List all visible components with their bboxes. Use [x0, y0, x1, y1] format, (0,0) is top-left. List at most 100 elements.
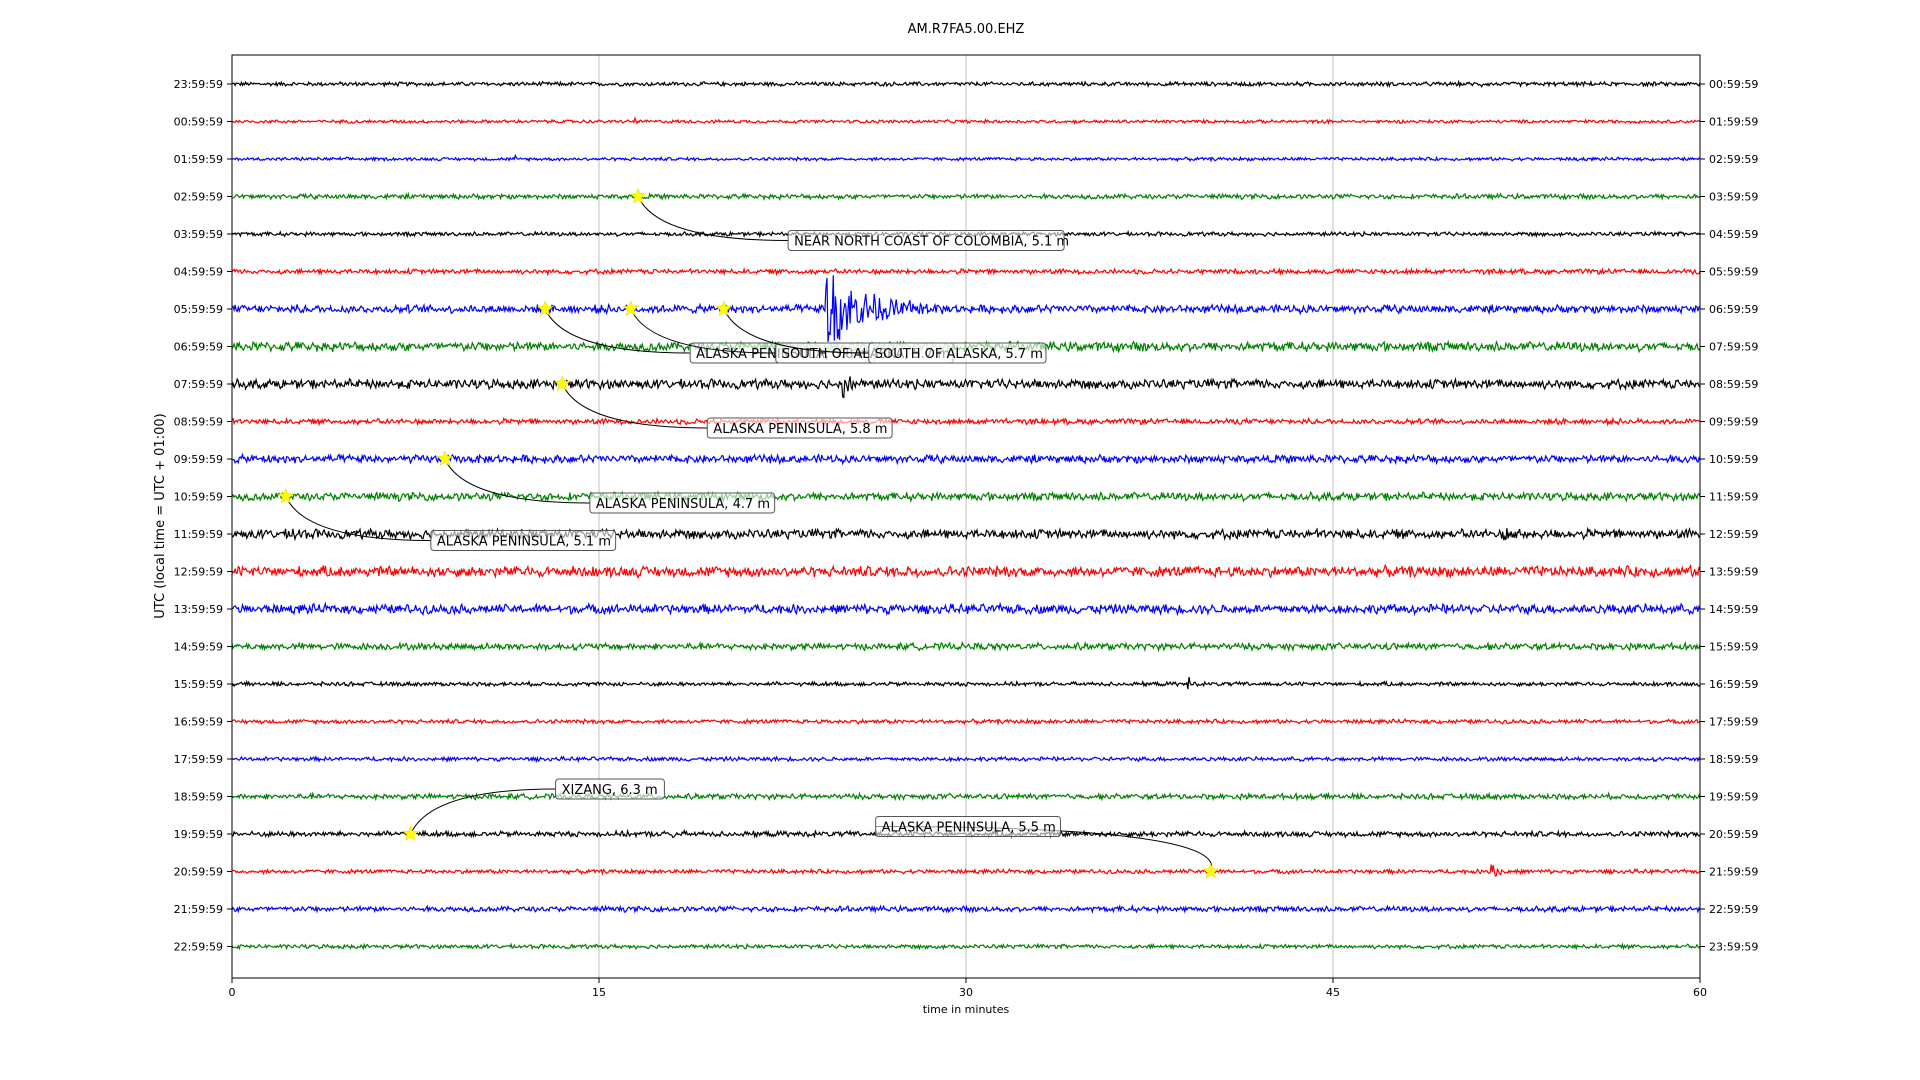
trace-row	[231, 640, 1701, 653]
x-tick-label: 60	[1693, 986, 1707, 999]
trace-row	[231, 942, 1701, 951]
event-connector	[630, 308, 776, 354]
y-tick-label-left: 19:59:59	[174, 828, 223, 841]
y-tick-label-right: 17:59:59	[1709, 716, 1758, 729]
trace-row	[231, 676, 1701, 690]
y-tick-label-left: 07:59:59	[174, 378, 223, 391]
event-label: ALASKA PENINSULA, 4.7 m	[596, 497, 770, 512]
y-tick-label-right: 08:59:59	[1709, 378, 1758, 391]
event-connector	[410, 788, 556, 835]
event-label: NEAR NORTH COAST OF COLOMBIA, 5.1 m	[794, 235, 1069, 250]
trace-row	[231, 275, 1701, 342]
event-connector	[723, 308, 869, 354]
y-tick-label-right: 15:59:59	[1709, 641, 1758, 654]
event-label-box	[706, 417, 893, 439]
x-tick-label: 30	[959, 986, 973, 999]
y-tick-label-right: 19:59:59	[1709, 791, 1758, 804]
event-connector	[285, 496, 431, 541]
x-axis-label: time in minutes	[923, 1003, 1010, 1016]
y-tick-label-right: 13:59:59	[1709, 566, 1758, 579]
event-label-box	[589, 492, 776, 514]
y-tick-label-left: 14:59:59	[174, 641, 223, 654]
plot-frame	[231, 54, 1701, 979]
y-tick-label-left: 01:59:59	[174, 153, 223, 166]
event-annotation: ALASKA PENINSULA, 5.1 m	[277, 487, 617, 551]
trace-row	[232, 191, 1701, 201]
trace-row	[231, 754, 1701, 764]
axis-ticks: 0 15 30 45 60 23:59:59 00:59:59 00:59:59 01:59:5…	[174, 78, 1759, 999]
y-tick-label-right: 00:59:59	[1709, 78, 1758, 91]
event-label: ALASKA PENINSULA, 5.8 m	[713, 422, 887, 437]
trace-row	[231, 489, 1701, 504]
y-tick-label-right: 14:59:59	[1709, 603, 1758, 616]
x-tick-label: 45	[1326, 986, 1340, 999]
trace-row	[231, 864, 1701, 877]
y-tick-label-right: 05:59:59	[1709, 266, 1758, 279]
event-connector	[561, 383, 708, 429]
event-connector	[544, 308, 691, 354]
y-tick-label-left: 00:59:59	[174, 116, 223, 129]
trace-row	[231, 376, 1701, 399]
event-connector	[637, 196, 789, 241]
y-tick-label-left: 12:59:59	[174, 566, 223, 579]
event-annotation: SOUTH OF ALASKA, 5.7 m	[715, 300, 1047, 364]
event-connector	[444, 458, 590, 504]
y-tick-label-left: 05:59:59	[174, 303, 223, 316]
y-tick-label-right: 16:59:59	[1709, 678, 1758, 691]
event-annotation: ALASKA PENINSULA, 4.7 m	[436, 450, 776, 514]
y-tick-label-right: 07:59:59	[1709, 341, 1758, 354]
y-tick-label-right: 06:59:59	[1709, 303, 1758, 316]
trace-row	[231, 153, 1701, 163]
event-annotation: XIZANG, 6.3 m	[402, 778, 665, 842]
y-tick-label-left: 03:59:59	[174, 228, 223, 241]
y-tick-label-right: 01:59:59	[1709, 116, 1758, 129]
event-annotations: NEAR NORTH COAST OF COLOMBIA, 5.1 m ALASK…	[277, 187, 1219, 879]
trace-row	[231, 416, 1701, 427]
seismogram-traces	[231, 79, 1701, 951]
y-tick-label-right: 20:59:59	[1709, 828, 1758, 841]
y-tick-label-right: 12:59:59	[1709, 528, 1758, 541]
event-star-marker	[715, 300, 733, 317]
y-tick-label-left: 17:59:59	[174, 753, 223, 766]
trace-row	[231, 717, 1701, 726]
event-annotation: ALASKA PENINSULA, 5.5 m	[875, 816, 1219, 879]
y-tick-label-left: 16:59:59	[174, 716, 223, 729]
event-label: ALASKA PENINSULA, 5.1 m	[437, 535, 611, 550]
trace-row	[231, 116, 1701, 125]
event-star-marker	[554, 375, 571, 392]
y-tick-label-right: 22:59:59	[1709, 903, 1758, 916]
trace-row	[231, 79, 1701, 89]
trace-row	[231, 266, 1701, 277]
y-tick-label-right: 11:59:59	[1709, 491, 1758, 504]
y-tick-label-left: 02:59:59	[174, 191, 223, 204]
trace-row	[231, 601, 1701, 617]
event-star-marker	[622, 300, 640, 317]
event-star-marker	[536, 300, 554, 317]
y-tick-label-left: 11:59:59	[174, 528, 223, 541]
y-tick-label-left: 10:59:59	[174, 491, 223, 504]
y-axis-label: UTC (local time = UTC + 01:00)	[153, 413, 168, 618]
x-tick-label: 0	[229, 986, 236, 999]
chart-title: AM.R7FA5.00.EHZ	[908, 22, 1025, 37]
event-label: SOUTH OF ALASKA, 5.7 m	[875, 347, 1043, 362]
event-star-marker	[277, 487, 295, 504]
y-tick-label-left: 09:59:59	[174, 453, 223, 466]
y-tick-label-left: 22:59:59	[174, 941, 223, 954]
x-tick-label: 15	[592, 986, 606, 999]
y-tick-label-left: 20:59:59	[174, 866, 223, 879]
y-tick-label-right: 02:59:59	[1709, 153, 1758, 166]
y-tick-label-right: 18:59:59	[1709, 753, 1758, 766]
event-star-marker	[629, 187, 647, 204]
event-annotation: NEAR NORTH COAST OF COLOMBIA, 5.1 m	[629, 187, 1069, 251]
event-label: XIZANG, 6.3 m	[562, 783, 658, 798]
trace-row	[231, 904, 1701, 915]
event-star-marker	[1202, 862, 1219, 879]
event-label-box	[555, 778, 665, 800]
event-annotation: ALASKA PENINSULA, 5.8 m	[554, 375, 893, 439]
event-star-marker	[436, 450, 454, 467]
event-label: ALASKA PENINSULA, 5.5 m	[882, 821, 1056, 836]
y-tick-label-left: 23:59:59	[174, 78, 223, 91]
event-label-box	[875, 816, 1061, 837]
y-tick-label-left: 08:59:59	[174, 416, 223, 429]
